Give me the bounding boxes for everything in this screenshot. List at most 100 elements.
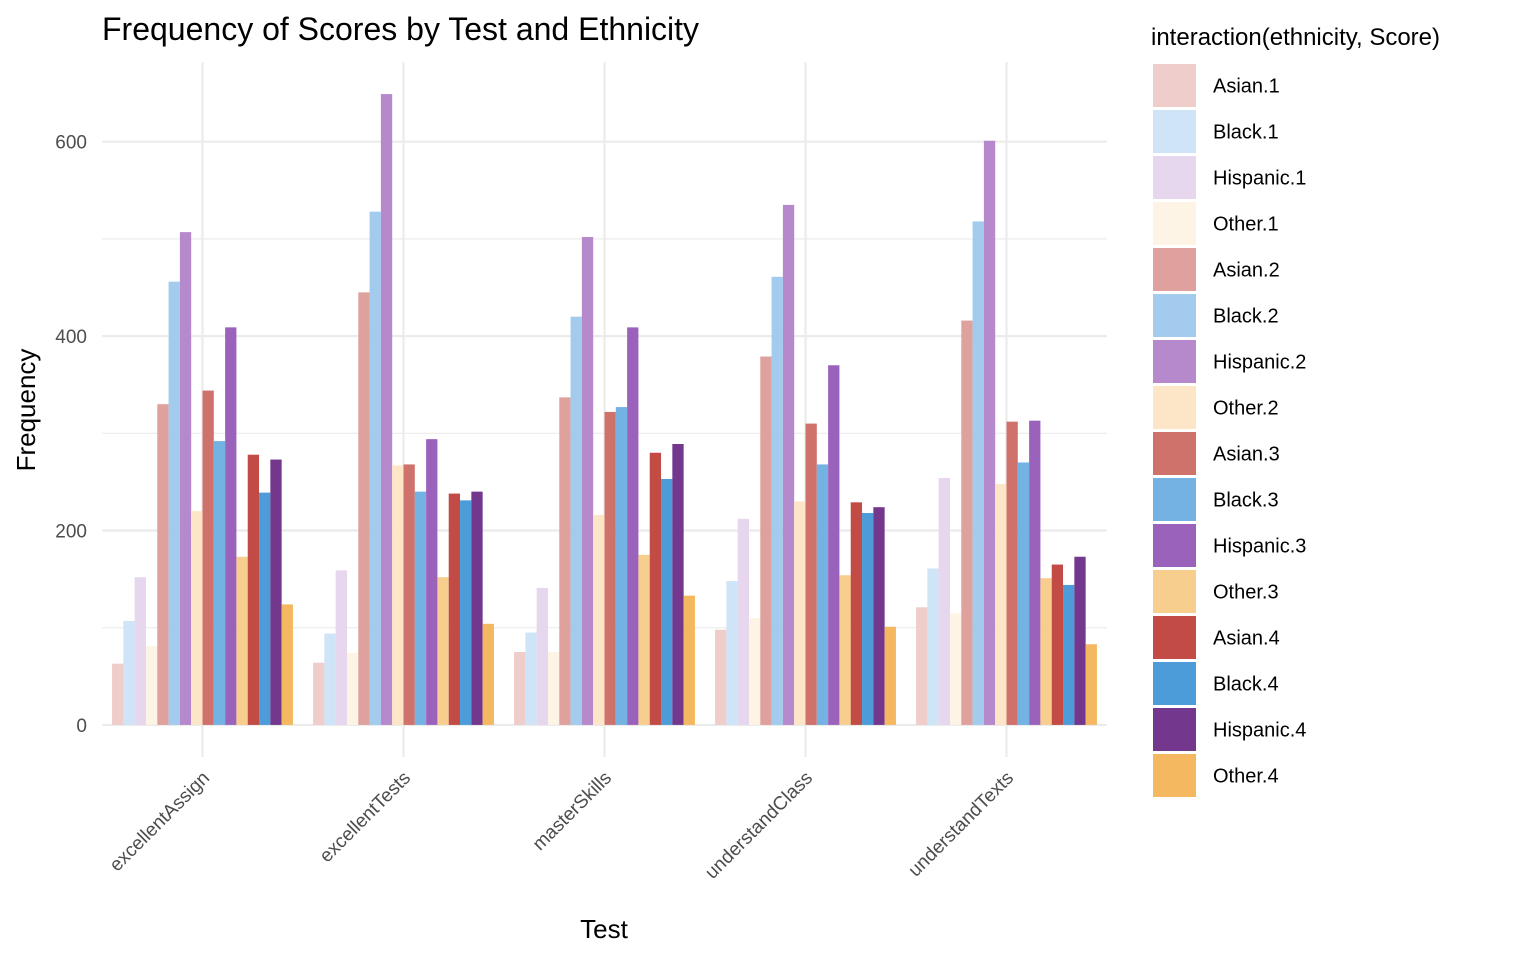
bar	[112, 663, 124, 725]
bar	[259, 492, 271, 725]
legend-label: Other.3	[1213, 582, 1279, 604]
legend-swatch	[1153, 340, 1196, 383]
legend-label: Asian.3	[1213, 444, 1280, 466]
bar	[525, 632, 537, 725]
legend-label: Asian.1	[1213, 76, 1280, 98]
bar	[927, 568, 939, 725]
bar	[123, 620, 135, 725]
bar	[1017, 462, 1030, 725]
bar	[313, 662, 325, 725]
legend-swatch	[1153, 64, 1196, 107]
bar	[281, 604, 293, 725]
bar	[471, 491, 483, 725]
bar	[168, 281, 180, 725]
bar	[1029, 420, 1041, 725]
bar	[816, 464, 829, 725]
bar	[949, 613, 962, 725]
bar	[157, 404, 169, 725]
legend-swatch	[1153, 616, 1196, 659]
bar	[916, 607, 928, 725]
bar	[191, 511, 203, 725]
bar	[672, 444, 684, 725]
x-tick-labels: excellentAssign excellentTests masterSkill…	[106, 768, 1018, 884]
bar	[737, 518, 749, 725]
bar	[715, 629, 727, 725]
bar	[236, 556, 248, 725]
bar	[1074, 556, 1086, 725]
bar	[995, 483, 1007, 725]
bar	[1063, 584, 1075, 725]
bar	[482, 623, 494, 725]
legend-swatch	[1153, 432, 1196, 475]
bar	[202, 390, 214, 725]
legend-swatch	[1153, 708, 1196, 751]
bar	[270, 459, 282, 725]
legend-swatch	[1153, 478, 1196, 521]
legend-label: Hispanic.3	[1213, 536, 1306, 558]
bar	[426, 439, 438, 725]
bar	[1006, 421, 1018, 725]
bar	[748, 618, 761, 725]
bar	[627, 327, 639, 725]
bar	[514, 652, 526, 725]
bar	[581, 236, 594, 725]
bar	[726, 581, 738, 725]
bar	[593, 514, 605, 725]
bar	[414, 491, 427, 725]
bar	[403, 464, 415, 725]
bar	[794, 501, 806, 725]
bar	[983, 140, 996, 725]
bar	[437, 577, 449, 725]
x-tick-label: excellentTests	[316, 768, 415, 867]
bar	[961, 320, 973, 725]
bar	[536, 587, 548, 725]
bar	[873, 507, 885, 725]
legend-label: Black.1	[1213, 122, 1279, 144]
legend-swatch	[1153, 248, 1196, 291]
x-tick-label: masterSkills	[529, 768, 616, 855]
bar	[369, 211, 381, 725]
legend-label: Hispanic.1	[1213, 168, 1306, 190]
bar	[649, 452, 662, 725]
legend-label: Asian.4	[1213, 628, 1280, 650]
bar	[972, 221, 984, 725]
bars	[112, 94, 1097, 725]
bar	[615, 407, 628, 725]
x-tick-label: understandTexts	[905, 768, 1018, 881]
y-axis-title: Frequency	[11, 349, 41, 472]
bar	[604, 411, 616, 725]
x-tick-label: excellentAssign	[106, 768, 214, 876]
bar	[335, 570, 347, 725]
bar	[850, 502, 863, 725]
bar	[346, 652, 359, 725]
bar	[324, 633, 336, 725]
y-tick-label: 400	[55, 327, 87, 348]
legend-swatch	[1153, 570, 1196, 613]
legend-label: Black.2	[1213, 306, 1279, 328]
bar	[179, 232, 192, 725]
legend-label: Other.4	[1213, 766, 1279, 788]
bar	[1040, 578, 1052, 725]
bar	[828, 365, 840, 725]
legend-label: Hispanic.4	[1213, 720, 1306, 742]
bar	[358, 292, 370, 725]
bar	[145, 646, 158, 725]
bar	[661, 479, 673, 725]
bar	[938, 478, 950, 725]
bar	[683, 595, 695, 725]
bar	[225, 327, 237, 725]
bar	[380, 94, 393, 725]
bar	[1051, 564, 1064, 725]
x-tick-label: understandClass	[701, 768, 817, 884]
chart-title: Frequency of Scores by Test and Ethnicit…	[102, 11, 699, 47]
legend-label: Hispanic.2	[1213, 352, 1306, 374]
x-axis-title: Test	[580, 914, 628, 944]
legend-swatch	[1153, 662, 1196, 705]
bar	[448, 493, 461, 725]
legend-label: Asian.2	[1213, 260, 1280, 282]
bar	[760, 356, 772, 725]
bar	[392, 465, 404, 725]
bar	[862, 513, 874, 725]
y-tick-labels: 0 200 400 600	[55, 133, 87, 737]
